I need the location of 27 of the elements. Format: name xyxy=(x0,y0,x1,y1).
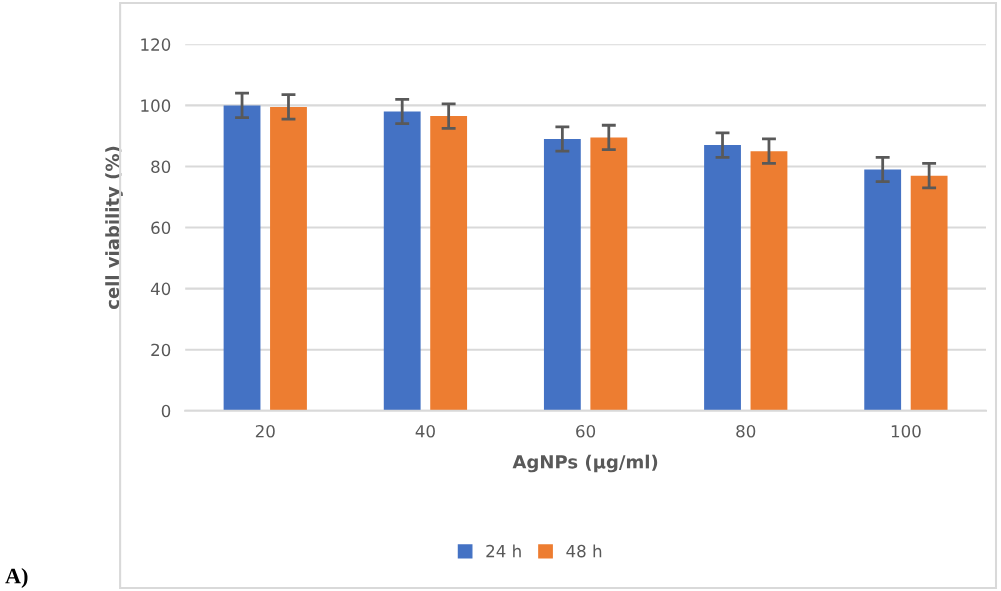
bar xyxy=(590,137,628,411)
x-tick-label: 20 xyxy=(255,424,275,438)
x-tick-label: 80 xyxy=(736,424,756,438)
bar xyxy=(543,138,581,411)
bar xyxy=(223,105,261,411)
y-tick-label: 40 xyxy=(150,282,171,296)
bar xyxy=(864,169,902,411)
bar xyxy=(383,111,421,411)
bar xyxy=(910,175,948,411)
y-axis-title: cell viability (%) xyxy=(105,146,123,310)
bar xyxy=(704,145,741,411)
y-tick-label: 0 xyxy=(161,404,171,418)
x-axis-title: AgNPs (µg/ml) xyxy=(512,454,658,473)
text: A) xyxy=(5,567,28,589)
y-tick-label: 80 xyxy=(151,160,171,174)
legend-label: 48 h xyxy=(566,544,602,558)
bar xyxy=(750,151,788,411)
y-tick-label: 20 xyxy=(151,343,171,357)
y-tick-label: 60 xyxy=(151,221,171,235)
legend-label: 24 h xyxy=(486,544,521,558)
bar xyxy=(430,116,468,411)
bar xyxy=(270,106,307,411)
y-tick-label: 120 xyxy=(141,38,171,51)
x-tick-label: 60 xyxy=(576,424,596,438)
x-tick-label: 40 xyxy=(415,424,435,438)
x-tick-label: 100 xyxy=(891,424,921,438)
y-tick-label: 100 xyxy=(141,99,171,112)
